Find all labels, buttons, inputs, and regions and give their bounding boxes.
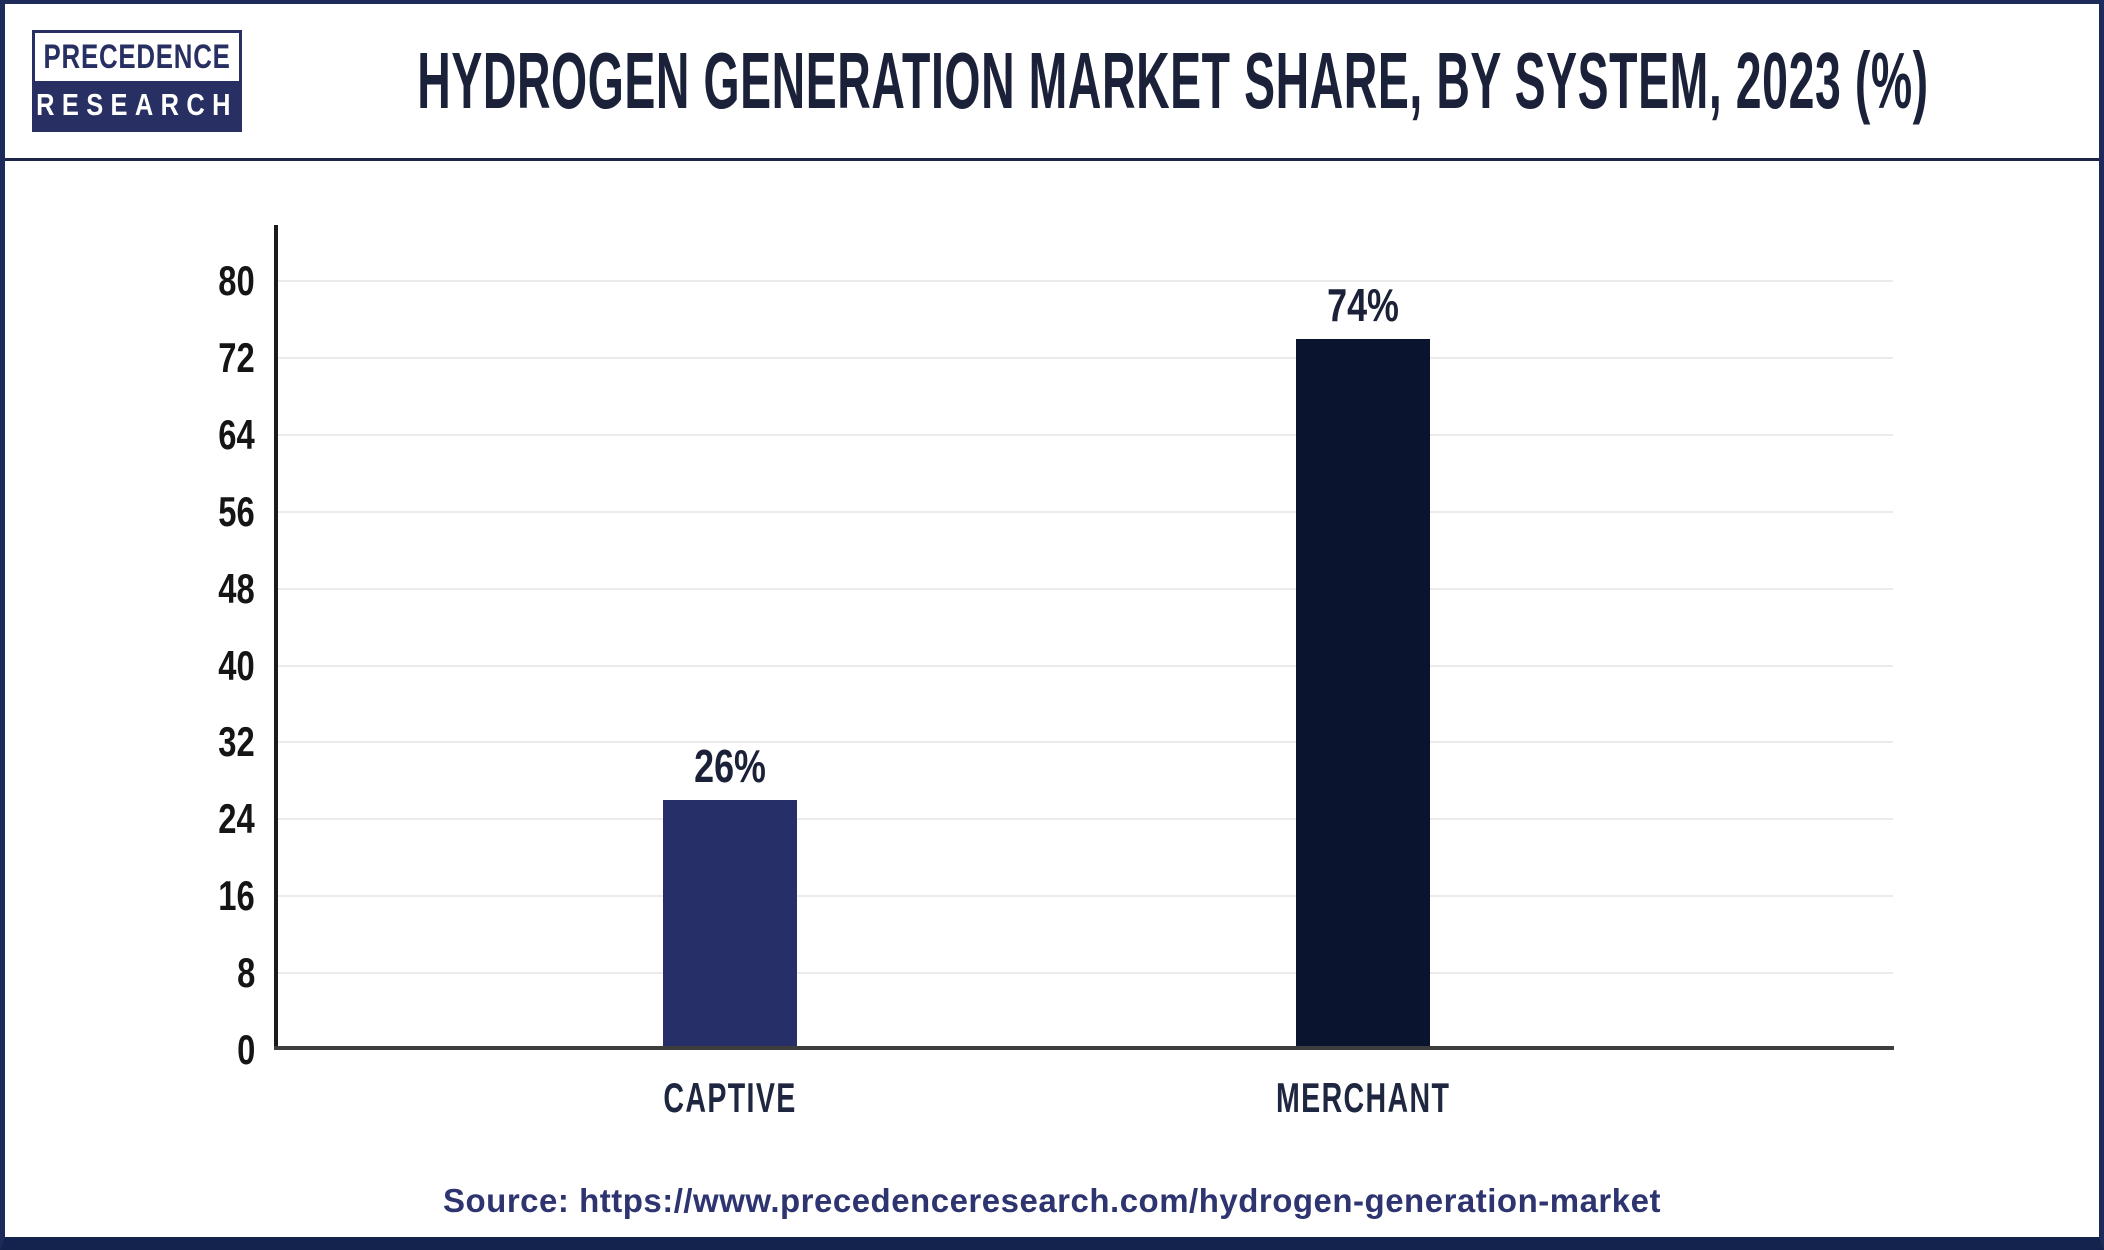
y-tick-label-32: 32: [218, 718, 255, 766]
chart-title: HYDROGEN GENERATION MARKET SHARE, BY SYS…: [417, 36, 1929, 125]
y-tick-label-80: 80: [218, 257, 255, 304]
y-tick-label-8: 8: [236, 949, 255, 997]
x-axis-line: [274, 1046, 1894, 1050]
y-tick-label-64: 64: [218, 410, 255, 458]
gridline-40: [278, 664, 1893, 667]
y-tick-label-0: 0: [236, 1026, 255, 1073]
source-line: Source: https://www.precedenceresearch.c…: [5, 1182, 2099, 1220]
y-tick-label-40: 40: [218, 641, 255, 689]
gridline-80: [278, 280, 1893, 282]
content-area: PRECEDENCE RESEARCH HYDROGEN GENERATION …: [5, 4, 2099, 1237]
source-url-link[interactable]: https://www.precedenceresearch.com/hydro…: [579, 1182, 1661, 1219]
gridline-72: [278, 356, 1893, 359]
bar-value-label-merchant: 74%: [1327, 279, 1399, 331]
y-tick-label-16: 16: [218, 872, 255, 920]
logo-text-top: PRECEDENCE: [43, 37, 231, 76]
logo-line-research: RESEARCH: [35, 81, 239, 129]
x-category-label-captive: CAPTIVE: [663, 1074, 797, 1121]
gridline-8: [278, 972, 1893, 975]
title-container: HYDROGEN GENERATION MARKET SHARE, BY SYS…: [255, 4, 2091, 158]
y-tick-label-24: 24: [218, 795, 255, 843]
gridline-56: [278, 510, 1893, 513]
gridline-64: [278, 433, 1893, 436]
bar-captive: [663, 800, 797, 1050]
plot-area: 26% 74%: [278, 279, 1893, 1050]
y-tick-label-72: 72: [218, 333, 255, 381]
y-axis-line: [274, 225, 278, 1050]
precedence-research-logo: PRECEDENCE RESEARCH: [32, 30, 242, 132]
y-tick-label-56: 56: [218, 487, 255, 535]
gridline-24: [278, 818, 1893, 821]
logo-line-precedence: PRECEDENCE: [35, 33, 239, 81]
gridline-32: [278, 741, 1893, 744]
header: PRECEDENCE RESEARCH HYDROGEN GENERATION …: [5, 4, 2099, 161]
y-tick-label-48: 48: [218, 564, 255, 612]
gridline-16: [278, 895, 1893, 898]
source-label: Source:: [443, 1182, 570, 1219]
bar-value-label-captive: 26%: [694, 740, 766, 792]
bar-merchant: [1296, 339, 1430, 1050]
gridline-48: [278, 587, 1893, 590]
x-category-label-merchant: MERCHANT: [1275, 1074, 1451, 1121]
logo-text-bottom: RESEARCH: [36, 87, 238, 122]
